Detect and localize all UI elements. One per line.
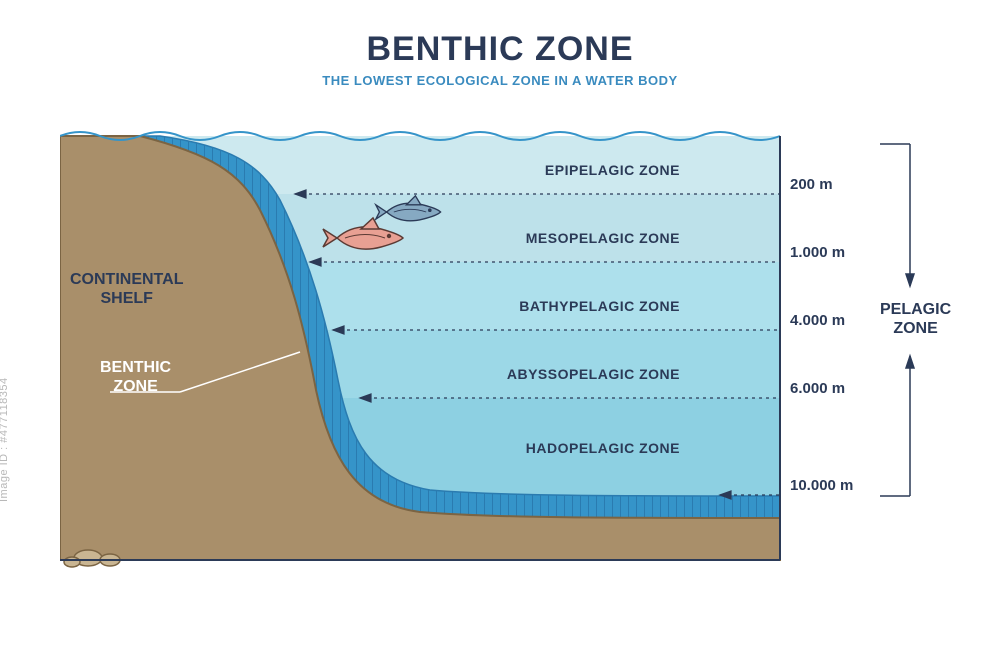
pelagic-zone-label: PELAGIC ZONE [880, 300, 951, 338]
depth-6000: 6.000 m [790, 380, 845, 397]
depth-4000: 4.000 m [790, 312, 845, 329]
depth-200: 200 m [790, 176, 833, 193]
watermark: Image ID : #477118354 [0, 377, 10, 502]
ocean-zones-diagram: EPIPELAGIC ZONE MESOPELAGIC ZONE BATHYPE… [60, 120, 820, 580]
zone-hadopelagic: HADOPELAGIC ZONE [526, 440, 680, 456]
depth-10000: 10.000 m [790, 477, 853, 494]
page-subtitle: THE LOWEST ECOLOGICAL ZONE IN A WATER BO… [0, 73, 1000, 88]
zone-abyssopelagic: ABYSSOPELAGIC ZONE [507, 366, 680, 382]
continental-shelf-label: CONTINENTAL SHELF [70, 270, 183, 308]
page-title: BENTHIC ZONE [0, 30, 1000, 69]
zone-mesopelagic: MESOPELAGIC ZONE [526, 230, 680, 246]
zone-epipelagic: EPIPELAGIC ZONE [545, 162, 680, 178]
diagram-svg [60, 120, 820, 580]
depth-1000: 1.000 m [790, 244, 845, 261]
zone-bathypelagic: BATHYPELAGIC ZONE [519, 298, 680, 314]
benthic-zone-label: BENTHIC ZONE [100, 358, 171, 396]
